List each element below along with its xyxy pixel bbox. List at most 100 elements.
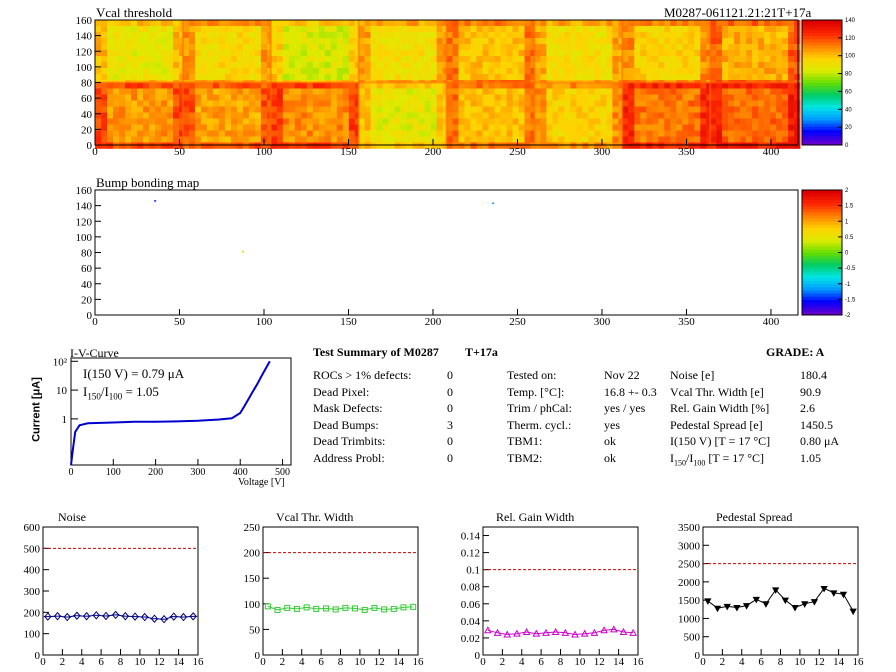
vcal-pixel <box>710 88 717 95</box>
bump-palette-band <box>802 302 842 307</box>
vcal-pixel <box>188 94 196 101</box>
vcal-pixel <box>776 26 783 33</box>
vcal-width-series-line <box>267 605 414 611</box>
vcal-pixel <box>276 136 284 143</box>
vcal-pixel <box>412 50 419 57</box>
vcal-pixel <box>412 106 419 113</box>
vcal-pixel <box>348 56 356 63</box>
summary-right-row-label: I150/I100 [T = 17 °C] <box>670 450 765 467</box>
vcal-pixel <box>248 82 256 89</box>
vcal-pixel <box>270 136 278 143</box>
vcal-pixel <box>424 94 431 101</box>
vcal-pixel <box>776 112 783 119</box>
vcal-pixel <box>161 142 168 149</box>
vcal-pixel <box>248 20 256 27</box>
vcal-pixel <box>143 38 150 45</box>
vcal-pixel <box>418 44 425 51</box>
pedestal-ytick-label: 500 <box>684 632 701 644</box>
vcal-pixel <box>758 118 765 125</box>
vcal-pixel <box>206 88 214 95</box>
vcal-pixel <box>794 124 801 131</box>
vcal-pixel <box>167 68 174 75</box>
vcal-ytick-label: 20 <box>81 124 93 136</box>
vcal-pixel <box>224 136 232 143</box>
vcal-pixel <box>446 20 453 27</box>
vcal-pixel <box>382 32 389 39</box>
vcal-pixel <box>143 44 150 51</box>
vcal-pixel <box>194 130 202 137</box>
vcal-pixel <box>600 106 607 113</box>
vcal-pixel <box>300 38 308 45</box>
vcal-pixel <box>418 32 425 39</box>
bump-palette-band <box>802 193 842 197</box>
vcal-pixel <box>500 56 507 63</box>
vcal-pixel <box>576 124 583 131</box>
bump-palette-band <box>802 274 842 278</box>
vcal-pixel <box>330 26 338 33</box>
vcal-pixel <box>394 94 401 101</box>
vcal-pixel <box>588 62 595 69</box>
vcal-pixel <box>224 74 232 81</box>
vcal-pixel <box>606 68 613 75</box>
vcal-pixel <box>700 62 707 69</box>
noise-ytick-label: 500 <box>24 543 41 555</box>
vcal-pixel <box>294 68 302 75</box>
vcal-pixel <box>312 62 320 69</box>
vcal-pixel <box>418 100 425 107</box>
vcal-pixel <box>412 20 419 27</box>
vcal-pixel <box>412 82 419 89</box>
vcal-pixel <box>230 124 238 131</box>
gain-width-point <box>571 630 579 638</box>
vcal-pixel <box>430 118 437 125</box>
vcal-pixel <box>512 118 519 125</box>
vcal-pixel <box>612 100 619 107</box>
vcal-pixel <box>558 74 565 81</box>
vcal-pixel <box>119 82 126 89</box>
vcal-pixel <box>664 136 671 143</box>
vcal-pixel <box>300 82 308 89</box>
vcal-pixel <box>500 112 507 119</box>
vcal-pixel <box>218 74 226 81</box>
vcal-pixel <box>582 100 589 107</box>
vcal-pixel <box>746 88 753 95</box>
vcal-pixel <box>640 112 647 119</box>
vcal-pixel <box>300 106 308 113</box>
vcal-pixel <box>288 32 296 39</box>
vcal-pixel <box>752 82 759 89</box>
vcal-pixel <box>312 20 320 27</box>
vcal-pixel <box>188 20 196 27</box>
vcal-pixel <box>734 32 741 39</box>
vcal-pixel <box>558 32 565 39</box>
vcal-palette-band <box>802 66 842 71</box>
summary-mid-row-label: Trim / phCal: <box>507 401 572 415</box>
vcal-pixel <box>224 26 232 33</box>
vcal-pixel <box>518 112 525 119</box>
vcal-pixel <box>694 94 701 101</box>
vcal-pixel <box>312 74 320 81</box>
vcal-pixel <box>512 100 519 107</box>
vcal-pixel <box>424 50 431 57</box>
pedestal-xtick-label: 4 <box>739 656 745 668</box>
noise-xtick-label: 14 <box>173 656 185 668</box>
vcal-palette-band <box>802 57 842 62</box>
vcal-pixel <box>716 124 723 131</box>
vcal-pixel <box>137 50 144 57</box>
vcal-pixel <box>622 74 629 81</box>
vcal-pixel <box>582 38 589 45</box>
vcal-pixel <box>101 136 108 143</box>
vcal-pixel <box>734 88 741 95</box>
summary-right-row-value: 1450.5 <box>800 417 833 432</box>
vcal-pixel <box>324 130 332 137</box>
vcal-pixel <box>276 38 284 45</box>
vcal-pixel <box>312 130 320 137</box>
vcal-pixel <box>540 44 547 51</box>
bump-frame <box>94 189 799 316</box>
vcal-palette-band <box>802 116 842 121</box>
vcal-pixel <box>752 74 759 81</box>
vcal-pixel <box>218 118 226 125</box>
vcal-pixel <box>564 68 571 75</box>
vcal-pixel <box>254 74 262 81</box>
vcal-pixel <box>740 142 747 149</box>
vcal-pixel <box>294 20 302 27</box>
vcal-pixel <box>558 118 565 125</box>
